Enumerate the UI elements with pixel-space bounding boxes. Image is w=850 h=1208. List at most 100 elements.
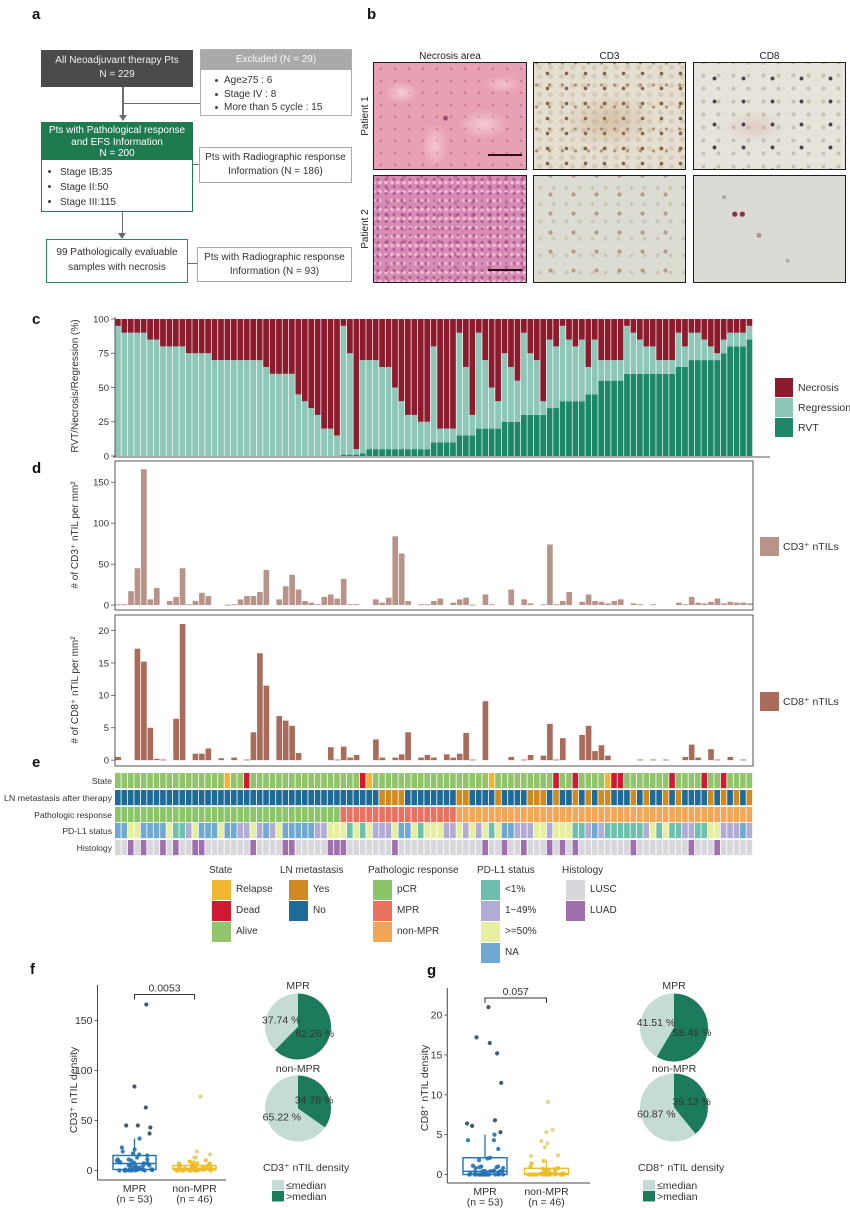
stage-list: Stage IB:35 Stage II:50 Stage III:115 [42, 160, 192, 210]
heatmap-cell-lusc [720, 840, 727, 856]
bar-necrosis [263, 319, 269, 367]
heatmap-cell-50 [559, 823, 566, 839]
bar-necrosis [237, 319, 244, 361]
bar-necrosis [727, 319, 733, 333]
data-point [182, 1166, 188, 1171]
heatmap-cell-lusc [675, 840, 682, 856]
y-tick-label: 15 [98, 658, 109, 669]
bar-regression [720, 339, 727, 354]
bar-rvt [398, 449, 405, 456]
bar-necrosis [224, 319, 231, 361]
bar-regression [134, 332, 141, 456]
heatmap-cell-lusc [514, 840, 521, 856]
bar-rvt [495, 428, 501, 456]
heatmap-cell-lusc [134, 840, 140, 856]
bar-regression [314, 414, 321, 456]
bar-rvt [553, 408, 559, 456]
heatmap-cell-lusc [243, 840, 250, 856]
data-point [498, 1169, 503, 1174]
bar-rvt [359, 453, 366, 456]
heatmap-cell-alive [166, 773, 173, 789]
legend-group-histology: Histology LUSC LUAD [562, 864, 617, 921]
bar-necrosis [611, 319, 617, 361]
heatmap-cell-1-49 [463, 823, 469, 839]
bar-necrosis [366, 319, 373, 361]
data-point [137, 1152, 142, 1157]
bar-regression [566, 339, 572, 402]
y-tick-label: 20 [431, 1010, 443, 1022]
heatmap-cell-no [591, 790, 598, 806]
legend-item-pcr: pCR [368, 879, 459, 900]
p-value-label: 0.0053 [148, 983, 180, 995]
heatmap-cell-alive [424, 773, 430, 789]
legend-label: Dead [236, 905, 260, 916]
bar-regression [533, 360, 540, 415]
pie-slice-label: 39.13 % [672, 1096, 711, 1108]
heatmap-cell-alive [115, 773, 121, 789]
bar-rvt [720, 353, 727, 456]
bar-regression [495, 401, 501, 429]
bar-necrosis [437, 319, 443, 429]
heatmap-cell-lusc [430, 840, 437, 856]
legend-label: pCR [397, 884, 418, 895]
heatmap-row-label: Histology [77, 843, 113, 853]
heatmap-cell-no [450, 790, 456, 806]
legend-item-luad: LUAD [562, 900, 617, 921]
bar [141, 469, 147, 606]
bar [424, 754, 431, 761]
data-point [499, 1080, 504, 1085]
heatmap-cell-1-49 [321, 823, 327, 839]
bar-necrosis [443, 319, 450, 429]
heatmap-cell-alive [662, 773, 669, 789]
heatmap-cell-1 [695, 823, 701, 839]
pie-slice-gt-median [298, 1075, 332, 1128]
heatmap-cell-1 [669, 823, 675, 839]
heatmap-cell-lusc [508, 840, 514, 856]
bar [115, 604, 121, 606]
heatmap-cell-pcr [276, 807, 282, 823]
y-tick-label: 50 [98, 383, 109, 394]
heatmap-cell-alive [185, 773, 192, 789]
heatmap-cell-non-mpr [746, 807, 753, 823]
legend-swatch [212, 879, 231, 900]
bar-rvt [727, 346, 733, 456]
heatmap-cell-lusc [353, 840, 360, 856]
data-point [143, 1105, 148, 1110]
legend-item-50: >=50% [477, 921, 537, 942]
bar-regression [733, 332, 740, 347]
heatmap-cell-dead [611, 773, 617, 789]
bar-rvt [695, 360, 701, 456]
heatmap-cell-alive [140, 773, 147, 789]
bar-regression [417, 421, 424, 450]
bar [424, 604, 431, 606]
heatmap-cell-lusc [669, 840, 675, 856]
pie-slice-gt-median [656, 993, 708, 1062]
y-tick-label: 20 [98, 626, 109, 637]
bar [340, 746, 347, 761]
bar-rvt [637, 373, 643, 456]
y-tick-label: 5 [436, 1129, 442, 1141]
heatmap-cell-na [121, 823, 128, 839]
bar [553, 604, 560, 606]
heatmap-cell-pcr [256, 807, 263, 823]
bar [450, 757, 457, 761]
bar [450, 602, 457, 606]
x-tick-n-label: (n = 53) [116, 1194, 152, 1206]
heatmap-cell-na [153, 823, 160, 839]
bar-regression [688, 332, 695, 361]
heatmap-cell-lusc [121, 840, 128, 856]
heatmap-cell-non-mpr [707, 807, 714, 823]
heatmap-cell-1-49 [720, 823, 727, 839]
heatmap-cell-no [340, 790, 347, 806]
heatmap-cell-alive [624, 773, 630, 789]
heatmap-cell-no [321, 790, 327, 806]
heatmap-cell-pcr [160, 807, 166, 823]
legend-label: CD3⁺ nTILs [783, 541, 839, 553]
bar [482, 701, 489, 761]
heatmap-cell-no [688, 790, 695, 806]
data-point [191, 1165, 197, 1170]
bar-rvt [572, 401, 579, 456]
evaluable-samples-box: 99 Pathologically evaluable samples with… [46, 239, 188, 283]
heatmap-cell-1 [675, 823, 682, 839]
heatmap-cell-1-49 [379, 823, 385, 839]
